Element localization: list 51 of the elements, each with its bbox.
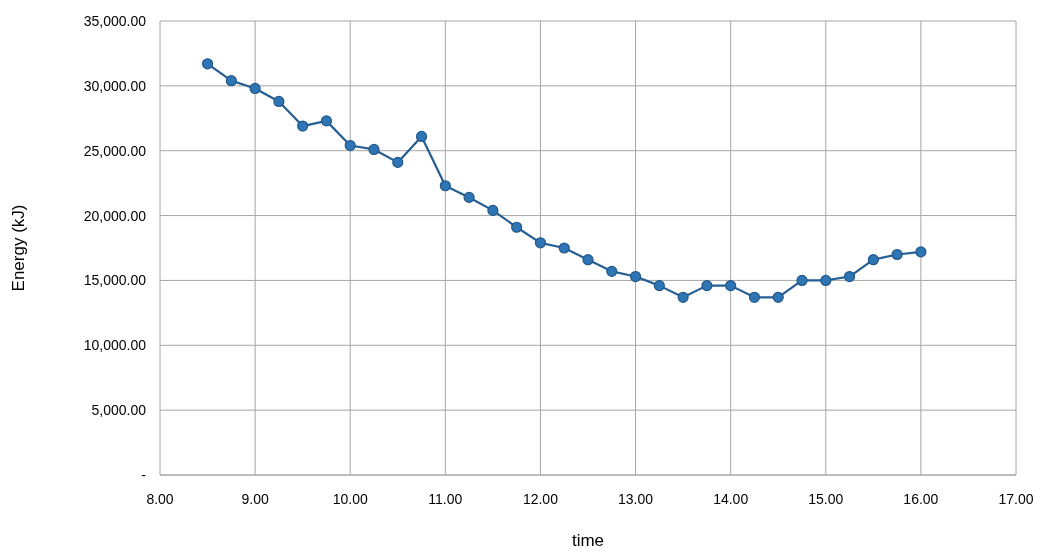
x-tick-label: 13.00	[618, 491, 654, 507]
y-tick-label: 15,000.00	[83, 272, 147, 289]
point	[439, 180, 451, 192]
point	[297, 120, 309, 132]
point	[511, 221, 523, 233]
y-tick-label: 30,000.00	[83, 77, 147, 94]
y-tick-label: 5,000.00	[91, 402, 147, 419]
point	[677, 291, 689, 303]
point	[463, 191, 475, 204]
point	[368, 143, 380, 156]
point	[606, 265, 618, 277]
point	[201, 58, 214, 70]
point	[796, 274, 808, 287]
point	[867, 254, 879, 266]
y-axis-title: Energy (kJ)	[9, 204, 28, 292]
x-tick-label: 10.00	[332, 491, 368, 507]
point	[392, 156, 404, 168]
y-tick-label: -	[141, 467, 147, 483]
point	[653, 280, 665, 292]
point	[273, 95, 285, 108]
x-tick-label: 14.00	[713, 491, 749, 507]
point	[320, 115, 333, 127]
point	[415, 130, 428, 143]
x-tick-label: 15.00	[808, 491, 844, 507]
x-tick-label: 11.00	[428, 491, 463, 507]
y-tick-label: 35,000.00	[83, 13, 147, 29]
point	[582, 254, 594, 266]
point	[249, 82, 261, 95]
x-tick-label: 12.00	[522, 491, 559, 507]
point	[891, 248, 903, 261]
point	[725, 280, 737, 292]
y-tick-label: 25,000.00	[83, 142, 147, 159]
x-tick-label: 9.00	[241, 491, 269, 507]
point	[629, 270, 642, 283]
point	[534, 237, 547, 249]
point	[772, 291, 784, 303]
x-tick-label: 17.00	[998, 491, 1034, 507]
x-tick-label: 8.00	[146, 491, 174, 507]
point	[843, 270, 856, 283]
y-tick-label: 20,000.00	[83, 207, 147, 224]
point	[558, 242, 570, 254]
point	[701, 280, 713, 292]
y-tick-label: 10,000.00	[83, 337, 147, 354]
x-axis-title: time	[571, 531, 605, 550]
point	[344, 139, 356, 152]
point	[748, 291, 761, 303]
point	[820, 274, 832, 287]
x-tick-label: 16.00	[903, 491, 939, 507]
point	[915, 246, 927, 258]
point	[225, 75, 237, 87]
point	[487, 204, 499, 216]
